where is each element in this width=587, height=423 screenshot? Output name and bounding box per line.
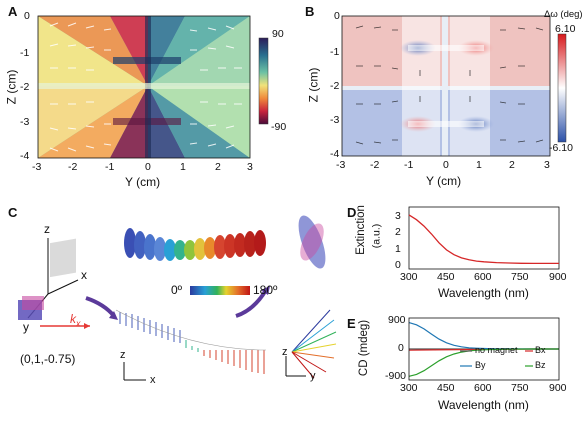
panel-a-heatmap [37,15,269,159]
panel-c-bottom-x: x [150,374,156,386]
panel-a-xlabel: Y (cm) [125,175,161,189]
panel-c-axis-x: x [81,268,87,282]
panel-c-color-scale [190,286,250,295]
panel-e-legend-bz: Bz [535,360,546,370]
panel-a-xtick: -3 [32,161,42,173]
panel-a-xtick: 0 [145,161,151,173]
panel-a-colorbar-max: 90 [272,28,284,40]
panel-c-scale-min: 0º [171,283,183,297]
panel-d-ytick: 0 [395,259,401,271]
panel-c-polarization-fan [291,309,337,379]
panel-a-xtick: -2 [68,161,78,173]
panel-e-ytick: 900 [388,314,406,326]
panel-c-bottom-y: y [310,370,316,382]
panel-b-xtick: 3 [544,159,550,171]
panel-e-xtick: 450 [437,382,455,394]
panel-b-xtick: -3 [336,159,346,171]
panel-b-ytick: -2 [330,80,340,92]
panel-label-c: C [8,205,18,220]
panel-b-xtick: 2 [509,159,515,171]
panel-label-e: E [347,316,356,331]
panel-a-ytick: -3 [20,116,30,128]
panel-d-xtick: 750 [511,271,529,283]
panel-e-xtick: 600 [474,382,492,394]
panel-c-k-label: kx [70,312,81,329]
panel-b-xtick: 1 [476,159,482,171]
panel-e-ytick: 0 [398,342,404,354]
panel-d-xlabel: Wavelength (nm) [438,286,529,300]
panel-d-ylabel-unit: (a.u.) [370,223,383,249]
panel-d-series-line [408,214,559,265]
panel-c-coordinate: (0,1,-0.75) [20,352,76,366]
panel-b-colorbar-max: 6.10 [555,23,576,35]
panel-e-ylabel: CD (mdeg) [358,319,371,377]
panel-e-xtick: 750 [511,382,529,394]
panel-c-axis-z: z [44,222,50,236]
panel-d-ylabel: Extinction [354,205,367,255]
panel-b-heatmap [341,15,567,157]
panel-c-axis-y: y [23,320,29,334]
panel-d-ytick: 1 [395,243,401,255]
panel-e-legend-by: By [475,360,486,370]
panel-e-legend-no-magnet: no magnet [475,345,518,355]
panel-b-xtick: -2 [370,159,380,171]
panel-b-colorbar-min: -6.10 [549,142,573,154]
panel-d-xtick: 450 [437,271,455,283]
panel-c-magnet [50,238,76,278]
panel-a-arrows [49,22,242,152]
panel-e-series-bz [408,348,559,377]
panel-label-b: B [305,4,315,19]
panel-b-arrows [355,25,544,145]
panel-c-scale-max: 180º [253,283,278,297]
panel-a-xtick: 2 [215,161,221,173]
panel-a-colorbar [258,37,269,125]
panel-a-ytick: -2 [20,81,30,93]
panel-e-xtick: 300 [400,382,418,394]
panel-b-colorbar-title: Δω (deg) [544,9,583,20]
panel-c-schematic [18,215,337,381]
panel-d-xtick: 900 [549,271,567,283]
panel-b-colorbar [557,33,567,143]
panel-c-ellipsoid-chain [124,228,266,261]
panel-b-ytick: -3 [330,114,340,126]
panel-e-ytick: -900 [385,370,407,382]
panel-a-xtick: -1 [105,161,115,173]
panel-b-xtick: 0 [443,159,449,171]
panel-d-xtick: 600 [474,271,492,283]
panel-b-ytick: 0 [334,10,340,22]
panel-b-xtick: -1 [404,159,414,171]
panel-e-xtick: 900 [549,382,567,394]
panel-a-ytick: -1 [20,47,30,59]
panel-c-field-lines [115,309,267,374]
panel-e-legend-bx: Bx [535,345,546,355]
panel-b-ytick: -4 [330,148,340,160]
panel-b-xlabel: Y (cm) [426,174,462,188]
panel-a-colorbar-min: -90 [271,121,287,133]
panel-d-xtick: 300 [400,271,418,283]
panel-e-xlabel: Wavelength (nm) [438,398,529,412]
panel-label-a: A [8,4,18,19]
panel-label-d: D [347,205,357,220]
panel-b-ytick: -1 [330,46,340,58]
panel-d-ytick: 2 [395,226,401,238]
panel-a-xtick: 3 [247,161,253,173]
panel-a-ytick: -4 [20,150,30,162]
panel-c-bottom-z1: z [120,349,126,361]
panel-d-ytick: 3 [395,210,401,222]
panel-a-xtick: 1 [180,161,186,173]
panel-a-ytick: 0 [24,10,30,22]
panel-c-ellipsoid [298,215,326,269]
panel-c-bottom-z2: z [282,346,288,358]
